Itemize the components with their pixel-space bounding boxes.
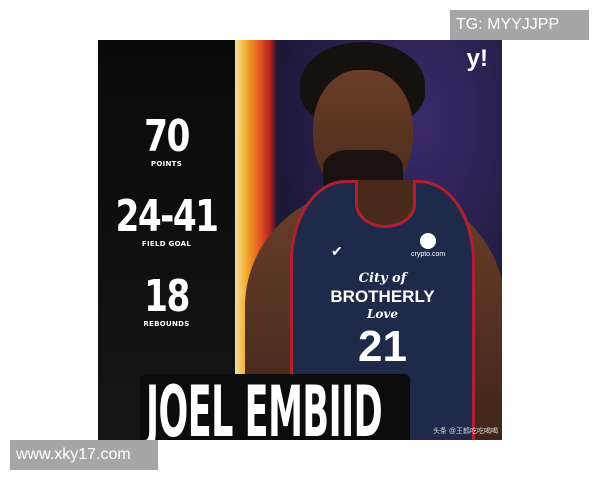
nike-swoosh-icon: ✔	[331, 243, 343, 259]
player-photo: ✔ crypto.com City of BROTHERLY Love 21 y…	[235, 40, 502, 440]
stats-panel: 70 POINTS 24-41 FIELD GOAL 18 REBOUNDS	[98, 40, 235, 440]
stat-points: 70 POINTS	[144, 111, 190, 169]
yahoo-logo: y!	[466, 45, 488, 72]
player-stats-poster: 70 POINTS 24-41 FIELD GOAL 18 REBOUNDS ✔…	[98, 40, 502, 440]
watermark-top: TG: MYYJJPP	[450, 10, 589, 40]
stat-field-goal: 24-41 FIELD GOAL	[115, 191, 220, 249]
watermark-bottom: www.xky17.com	[10, 440, 158, 470]
player-name-banner: JOEL EMBIID	[140, 374, 410, 440]
source-credit: 头条 @王鹤吃吃喝喝	[432, 428, 498, 435]
stat-rebounds: 18 REBOUNDS	[143, 271, 190, 329]
sponsor-patch: crypto.com	[411, 233, 445, 258]
